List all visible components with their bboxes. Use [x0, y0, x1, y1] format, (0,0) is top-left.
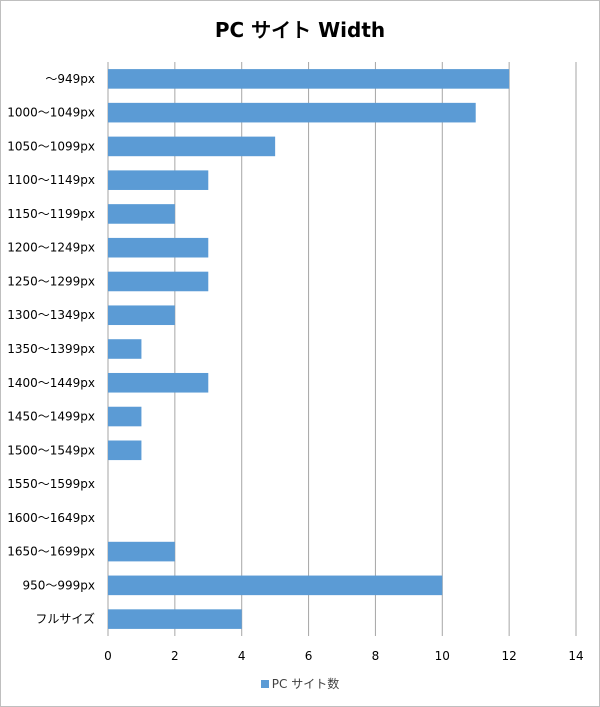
x-tick-label-12: 12	[502, 649, 517, 663]
chart-title: PC サイト Width	[214, 18, 386, 42]
bar-5	[108, 237, 209, 258]
x-tick-label-0: 0	[104, 649, 112, 663]
category-label-8: 1350〜1399px	[7, 342, 95, 356]
category-label-15: 950〜999px	[22, 578, 95, 592]
bar-3	[108, 170, 209, 190]
x-tick-label-2: 2	[171, 649, 179, 663]
category-label-9: 1400〜1449px	[7, 376, 95, 390]
category-label-13: 1600〜1649px	[7, 511, 95, 525]
bar-8	[108, 339, 142, 359]
bar-6	[108, 271, 209, 292]
bar-1	[108, 102, 476, 123]
category-label-2: 1050〜1099px	[7, 139, 95, 153]
category-label-3: 1100〜1149px	[7, 173, 95, 187]
bar-2	[108, 136, 276, 157]
category-label-0: 〜949px	[45, 72, 95, 86]
bar-11	[108, 440, 142, 461]
x-tick-label-14: 14	[568, 649, 583, 663]
category-label-10: 1450〜1499px	[7, 410, 95, 424]
legend-swatch	[260, 680, 269, 688]
bar-0	[108, 69, 510, 89]
legend-label: PC サイト数	[271, 677, 340, 691]
bar-16	[108, 609, 242, 629]
bar-7	[108, 305, 175, 326]
category-label-1: 1000〜1049px	[7, 106, 95, 120]
legend: PC サイト数	[0, 675, 600, 692]
category-label-16: フルサイズ	[35, 611, 95, 626]
category-label-4: 1150〜1199px	[7, 207, 95, 221]
category-label-14: 1650〜1699px	[7, 545, 95, 559]
bar-4	[108, 204, 175, 224]
bar-10	[108, 406, 142, 427]
x-tick-label-6: 6	[305, 649, 313, 663]
bar-14	[108, 541, 175, 562]
category-label-6: 1250〜1299px	[7, 274, 95, 288]
category-label-11: 1500〜1549px	[7, 443, 95, 457]
x-tick-label-10: 10	[435, 649, 450, 663]
bar-15	[108, 575, 443, 596]
x-tick-label-4: 4	[238, 649, 246, 663]
bar-9	[108, 372, 209, 393]
category-label-5: 1200〜1249px	[7, 241, 95, 255]
x-tick-label-8: 8	[372, 649, 380, 663]
category-label-12: 1550〜1599px	[7, 477, 95, 491]
category-label-7: 1300〜1349px	[7, 308, 95, 322]
